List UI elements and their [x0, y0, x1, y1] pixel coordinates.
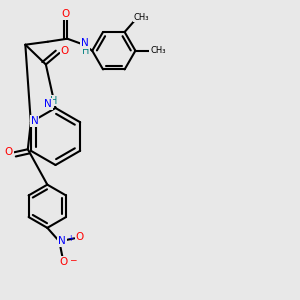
- Text: O: O: [62, 9, 70, 19]
- Text: N: N: [44, 99, 52, 110]
- Text: +: +: [68, 235, 74, 244]
- Text: H: H: [50, 95, 58, 106]
- Text: O: O: [5, 147, 13, 157]
- Text: CH₃: CH₃: [150, 46, 166, 55]
- Text: N: N: [58, 236, 66, 246]
- Text: CH₃: CH₃: [134, 13, 149, 22]
- Text: N: N: [31, 116, 38, 126]
- Text: H: H: [82, 46, 89, 56]
- Text: O: O: [60, 257, 68, 267]
- Text: O: O: [76, 232, 84, 242]
- Text: −: −: [69, 255, 77, 264]
- Text: N: N: [81, 38, 89, 48]
- Text: O: O: [61, 46, 69, 56]
